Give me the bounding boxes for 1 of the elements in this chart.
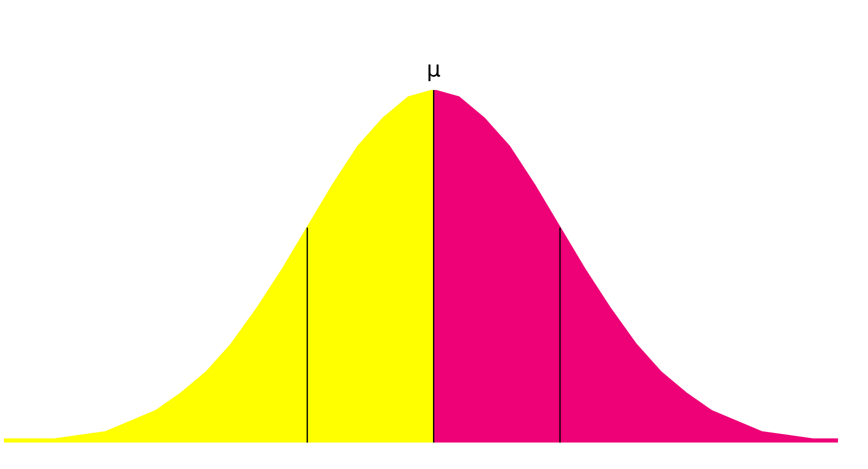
text: μ bbox=[426, 58, 441, 83]
